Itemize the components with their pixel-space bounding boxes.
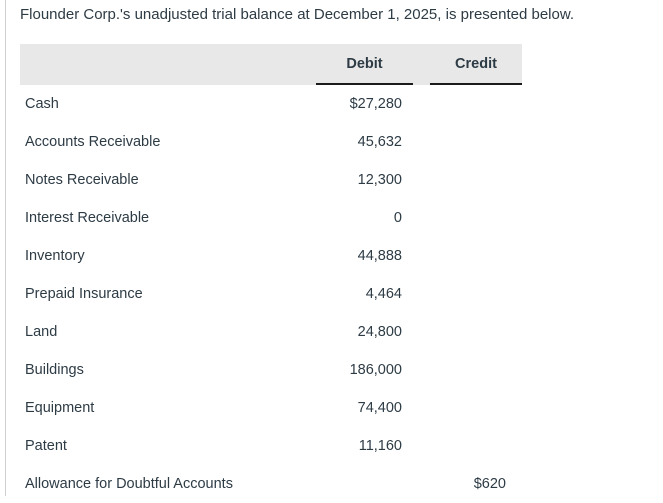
credit-column-header: Credit (430, 44, 522, 85)
debit-value-cell: 74,400 (357, 400, 402, 416)
table-row: Land 24,800 (20, 313, 522, 351)
table-row: Patent 11,160 (20, 427, 522, 465)
debit-value-cell: 0 (393, 210, 402, 226)
table-body: Cash $27,280 Accounts Receivable 45,632 … (20, 85, 522, 503)
debit-value-cell: 45,632 (357, 134, 402, 150)
table-header-row: Debit Credit (20, 44, 522, 85)
panel-left-border (5, 0, 6, 496)
trial-balance-table: Debit Credit Cash $27,280 Accounts Recei… (20, 44, 522, 503)
table-row: Allowance for Doubtful Accounts $620 (20, 465, 522, 503)
table-row: Notes Receivable 12,300 (20, 161, 522, 199)
table-row: Cash $27,280 (20, 85, 522, 123)
debit-value-cell: 44,888 (357, 248, 402, 264)
account-name-cell: Accounts Receivable (25, 134, 161, 150)
debit-column-header: Debit (316, 44, 413, 85)
table-row: Accounts Receivable 45,632 (20, 123, 522, 161)
debit-value-cell: 12,300 (357, 172, 402, 188)
table-row: Buildings 186,000 (20, 351, 522, 389)
account-name-cell: Interest Receivable (25, 210, 150, 226)
account-column-header (20, 44, 316, 85)
account-name-cell: Inventory (25, 248, 85, 264)
account-name-cell: Notes Receivable (25, 172, 139, 188)
account-name-cell: Prepaid Insurance (25, 286, 143, 302)
credit-value-cell: $620 (473, 476, 506, 492)
debit-value-cell: 11,160 (358, 438, 402, 454)
table-row: Prepaid Insurance 4,464 (20, 275, 522, 313)
account-name-cell: Cash (25, 96, 59, 112)
debit-value-cell: 24,800 (357, 324, 402, 340)
table-row: Equipment 74,400 (20, 389, 522, 427)
account-name-cell: Allowance for Doubtful Accounts (25, 476, 233, 492)
debit-value-cell: $27,280 (349, 96, 402, 112)
table-row: Inventory 44,888 (20, 237, 522, 275)
header-column-gap (413, 44, 430, 85)
debit-value-cell: 186,000 (349, 362, 402, 378)
account-name-cell: Patent (25, 438, 67, 454)
account-name-cell: Land (25, 324, 58, 340)
account-name-cell: Equipment (25, 400, 95, 416)
debit-value-cell: 4,464 (365, 286, 402, 302)
account-name-cell: Buildings (25, 362, 84, 378)
table-row: Interest Receivable 0 (20, 199, 522, 237)
problem-statement: Flounder Corp.'s unadjusted trial balanc… (20, 6, 575, 23)
